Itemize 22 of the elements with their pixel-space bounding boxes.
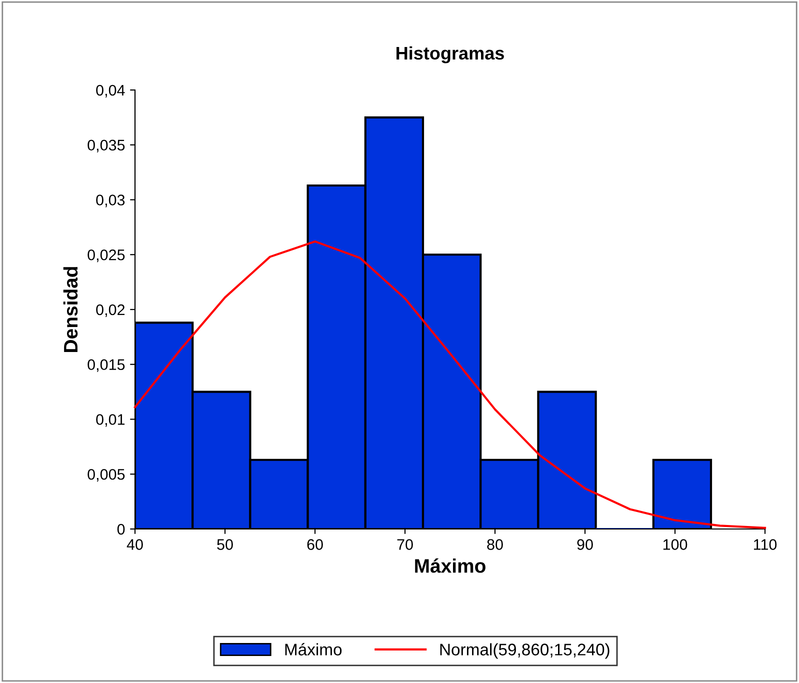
x-tick-label: 110 — [754, 539, 777, 550]
y-tick-label: 0,04 — [96, 84, 125, 98]
y-tick-label: 0,015 — [88, 359, 125, 372]
x-axis-title: Máximo — [415, 558, 486, 573]
x-tick-label: 40 — [126, 539, 143, 550]
y-tick-label: 0,01 — [96, 414, 125, 427]
x-tick-label: 60 — [307, 539, 323, 550]
chart-title: Histogramas — [396, 46, 504, 64]
legend-label: Máximo — [285, 643, 342, 656]
y-tick-label: 0 — [117, 524, 125, 535]
x-tick-label: 90 — [577, 539, 593, 550]
x-tick-label: 100 — [663, 539, 688, 550]
legend-label: Normal(59,860;15,240) — [440, 643, 610, 659]
y-tick-label: 0,035 — [88, 140, 125, 152]
x-tick-label: 70 — [397, 539, 413, 550]
y-tick-label: 0,03 — [96, 194, 125, 208]
y-tick-label: 0,025 — [88, 249, 125, 262]
y-tick-label: 0,005 — [88, 468, 125, 482]
x-tick-label: 80 — [487, 539, 503, 550]
y-tick-label: 0,02 — [96, 304, 125, 317]
x-tick-label: 50 — [217, 539, 233, 550]
y-axis-title: Densidad — [63, 267, 78, 352]
